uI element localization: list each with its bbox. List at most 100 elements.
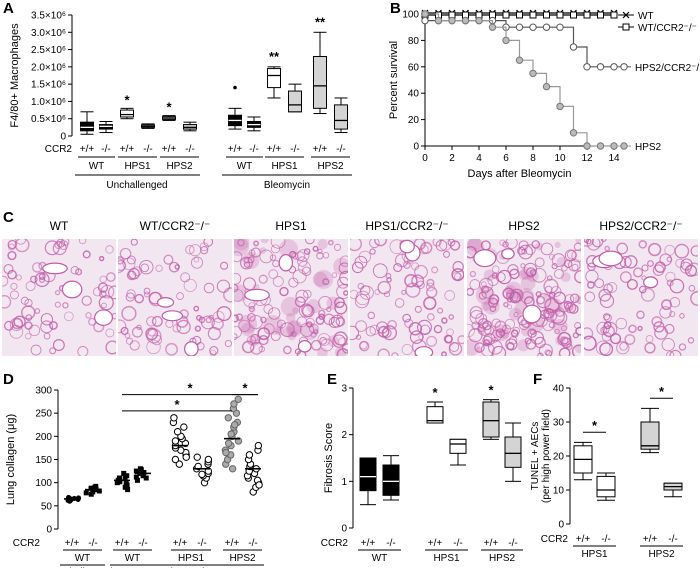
histology-alveolus: [602, 283, 614, 294]
histology-alveolus: [637, 325, 643, 332]
histology-alveolus: [377, 280, 392, 295]
panel-b-chart: 0 20 40 60 80 100 0 2 4 6 8 10 12 14 Days after Bleomy…: [388, 10, 700, 181]
histology-alveolus: [552, 310, 568, 326]
panel-a-box-0-box: [80, 121, 94, 132]
histology-fibrotic-patch: [556, 256, 567, 267]
histology-alveolus: [70, 266, 80, 275]
panel-e-genotype-label: -/-: [386, 538, 395, 549]
panel-a-strain-label: HPS2: [166, 161, 193, 172]
panel-b-y-tick-label: 0: [413, 142, 419, 153]
histology-alveolus: [520, 263, 526, 269]
histology-alveolus: [526, 267, 537, 278]
panel-e-strain-label: WT: [372, 553, 388, 564]
histology-alveolus: [520, 291, 534, 305]
histology-alveolus: [571, 344, 581, 356]
panel-a-y-axis-label: F4/80+ Macrophages: [9, 23, 21, 128]
histology-image-svg: [350, 239, 464, 356]
histology-alveolus: [334, 301, 348, 315]
histology-fibrotic-patch: [574, 295, 581, 304]
histology-alveolus: [43, 332, 51, 340]
panel-d-point: [96, 488, 102, 494]
histology-fibrotic-patch: [535, 242, 544, 251]
histology-alveolus: [584, 239, 595, 247]
panel-b-marker: [583, 142, 591, 150]
panel-d-genotype-label: -/-: [248, 538, 257, 549]
histology-title: HPS2: [508, 219, 540, 233]
histology-alveolus: [125, 337, 134, 345]
histology-alveolus: [310, 331, 317, 338]
panel-b-x-tick-label: 10: [554, 153, 566, 164]
histology-alveolus: [595, 340, 611, 356]
panel-d-chart: 0 50 100 150 200 250 300 Lung collagen (μg) * * * C…: [5, 381, 264, 568]
histology-alveolus: [527, 328, 537, 338]
histology-alveolus: [40, 320, 54, 334]
histology-alveolus: [100, 284, 115, 299]
panel-d-point: [117, 479, 123, 485]
histology-alveolus: [207, 327, 221, 341]
histology-alveolus: [624, 255, 638, 269]
panel-d-point: [230, 421, 239, 429]
panel-d-point: [175, 460, 184, 468]
histology-alveolus: [543, 307, 555, 319]
panel-d-ccr2-label: CCR2: [13, 538, 41, 549]
histology-alveolus: [301, 266, 312, 277]
histology-alveolus: [234, 333, 238, 340]
histology-alveolus: [616, 242, 629, 255]
histology-alveolus: [54, 290, 61, 296]
histology-alveolus: [393, 263, 403, 273]
histology-alveolus: [211, 317, 224, 331]
histology-alveolus: [11, 318, 23, 330]
histology-airway: [414, 346, 434, 356]
panel-b-marker: [569, 43, 578, 51]
panel-d-point: [173, 428, 182, 436]
panel-d-point: [88, 485, 94, 491]
histology-fibrotic-patch: [248, 306, 256, 313]
histology-alveolus: [599, 293, 615, 309]
histology-alveolus: [319, 337, 328, 345]
histology-alveolus: [446, 328, 454, 337]
histology-alveolus: [260, 316, 267, 324]
histology-alveolus: [258, 335, 269, 346]
histology-alveolus: [24, 332, 32, 340]
panel-d-strain-label: WT: [75, 553, 91, 564]
panel-a-genotype-label: +/+: [80, 144, 95, 155]
histology-alveolus: [303, 248, 311, 255]
panel-b-marker: [570, 11, 577, 19]
histology-alveolus: [331, 314, 344, 328]
histology-alveolus: [474, 342, 485, 353]
panel-b-marker: [488, 23, 497, 31]
histology-image: [118, 239, 232, 356]
histology-airway: [501, 248, 515, 260]
histology-alveolus: [312, 245, 319, 252]
histology-alveolus: [99, 275, 107, 283]
panel-b-marker: [610, 63, 618, 71]
histology-fibrotic-patch: [574, 344, 581, 354]
histology-alveolus: [584, 327, 594, 340]
histology-fibrotic-patch: [566, 304, 575, 312]
panel-b-marker: [421, 10, 429, 18]
histology-alveolus: [479, 277, 494, 292]
histology-alveolus: [140, 263, 150, 273]
histology-alveolus: [209, 349, 217, 356]
histology-alveolus: [258, 274, 268, 284]
histology-alveolus: [524, 337, 532, 345]
histology-alveolus: [448, 314, 455, 320]
panel-b-marker: [556, 11, 564, 19]
histology-alveolus: [30, 344, 42, 356]
panel-d-label: D: [3, 371, 14, 388]
histology-alveolus: [678, 343, 687, 351]
histology-fibrotic-patch: [483, 269, 496, 282]
panel-a-y-tick-label: 1.5×10⁶: [31, 80, 66, 91]
histology-airway: [42, 262, 68, 275]
histology-airway: [297, 340, 312, 353]
histology-alveolus: [598, 288, 612, 302]
panel-f-genotype-label: -/-: [668, 534, 677, 545]
histology-alveolus: [665, 271, 676, 282]
panel-b-line-label-marker: [620, 142, 628, 150]
panel-a-genotype-label: -/-: [336, 144, 345, 155]
histology-alveolus: [602, 321, 618, 337]
histology-alveolus: [8, 243, 15, 251]
panel-b-y-tick-label: 100: [402, 10, 419, 21]
histology-alveolus: [279, 322, 295, 338]
panel-f-label: F: [533, 371, 543, 388]
